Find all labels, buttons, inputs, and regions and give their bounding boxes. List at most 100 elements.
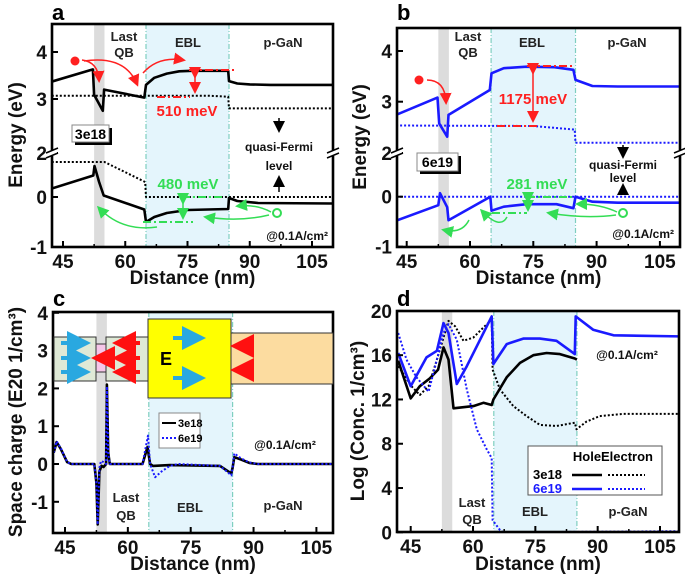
hole-arrow-icon <box>441 219 470 238</box>
y-tick-label: 20 <box>371 302 392 323</box>
sample-box <box>71 124 110 143</box>
region-label-last: Last <box>455 29 482 44</box>
current-density-label: @0.1A/cm² <box>254 438 316 452</box>
hole-arrow-icon <box>575 198 618 213</box>
y-axis-label: Log (Conc. 1/cm³) <box>348 341 369 501</box>
axis-break-gap <box>675 150 685 156</box>
x-tick-label: 90 <box>239 252 260 273</box>
plot-frame <box>395 26 682 249</box>
region-label-qb: QB <box>114 45 134 60</box>
field-block-pgan <box>230 332 334 385</box>
plot-frame <box>51 310 335 535</box>
legend-header-electron: Electron <box>601 449 653 464</box>
quasi-fermi-label: quasi-Fermi <box>589 158 657 172</box>
legend-label: 6e19 <box>178 433 202 445</box>
hole-arrow-icon <box>546 208 617 221</box>
y-tick-label: 4 <box>36 43 47 64</box>
axis-break-icon <box>390 152 404 159</box>
y-tick-label: 0 <box>37 455 48 476</box>
quantum-well-band <box>96 312 107 533</box>
x-tick-label: 60 <box>459 252 480 273</box>
panel-b-annotations: b Last QB EBL p-GaN 1175 meV 6e19 quasi-… <box>397 0 674 241</box>
plot-frame <box>50 22 335 249</box>
legend-box <box>158 412 201 449</box>
field-label: E <box>160 349 172 369</box>
region-label-qb: QB <box>116 508 136 523</box>
cb-barrier-label: 1175 meV <box>499 91 567 108</box>
y-tick-label: 12 <box>371 390 392 411</box>
legend: 3e18 6e19 <box>158 412 202 449</box>
electron-arrow-icon <box>142 52 186 74</box>
x-axis-label: Distance (nm) <box>130 554 256 575</box>
x-tick-label: 90 <box>587 537 608 558</box>
x-tick-label: 45 <box>54 538 76 559</box>
x-tick-label: 75 <box>523 252 545 273</box>
y-axis-label: Energy (eV) <box>6 82 27 188</box>
series-line <box>397 65 680 138</box>
panel-a: 45 60 75 90 105 -1 0 2 3 4 Distance (nm) Energy (eV… <box>6 22 340 289</box>
axis-break-icon <box>326 152 340 159</box>
series-line-6e19-hole <box>397 315 679 388</box>
axis-break-icon <box>673 152 685 159</box>
x-tick-label: 75 <box>180 538 202 559</box>
electron-arrow-icon <box>426 79 452 105</box>
series-line-6e19 <box>53 385 333 526</box>
quantum-well-band <box>438 28 449 247</box>
field-schematic-inset: E <box>53 318 334 399</box>
axis-break-icon <box>326 147 340 154</box>
current-density-label: @0.1A/cm² <box>596 348 658 362</box>
axis-break-icon <box>45 152 59 159</box>
region-label-last: Last <box>111 29 138 44</box>
plot-area <box>397 28 680 247</box>
axis-break-icon <box>390 147 404 154</box>
series-line <box>52 94 333 110</box>
region-label-ebl: EBL <box>522 504 548 519</box>
sample-label: 6e19 <box>422 154 453 170</box>
legend-label: 3e18 <box>178 418 202 430</box>
series-line <box>52 164 333 224</box>
quasi-fermi-label-2: level <box>266 159 293 173</box>
hole-circle-icon <box>272 208 282 218</box>
y-axis-label: Space charge (E20 1/cm³) <box>6 307 27 537</box>
y-tick-label: 16 <box>371 346 392 367</box>
region-label-qb: QB <box>458 45 478 60</box>
current-density-label: @0.1A/cm² <box>266 229 328 243</box>
panel-letter-c: c <box>53 286 65 311</box>
region-label-pgan: p-GaN <box>264 35 303 50</box>
y-tick-label: 0 <box>381 188 392 209</box>
panel-letter-d: d <box>397 286 410 311</box>
x-tick-label: 105 <box>644 252 676 273</box>
y-tick-label: 0 <box>36 188 47 209</box>
legend-row-label: 3e18 <box>533 467 562 482</box>
y-axis-label: Energy (eV) <box>350 84 371 190</box>
hole-arrow-icon <box>203 212 270 225</box>
x-tick-label: 45 <box>52 252 74 273</box>
y-tick-label: 4 <box>381 479 392 500</box>
region-label-qb: QB <box>462 512 482 527</box>
panel-letter-b: b <box>397 0 410 25</box>
panel-d: 45 60 75 90 105 0 4 8 12 16 20 Distance (nm) Log (Co… <box>348 302 681 575</box>
y-tick-label: 2 <box>381 144 392 165</box>
vb-barrier-label: 480 meV <box>158 176 219 193</box>
cb-barrier-label: 510 meV <box>157 103 218 120</box>
ebl-region <box>491 28 576 247</box>
hole-arrow-icon <box>96 205 158 229</box>
y-tick-label: -1 <box>375 238 392 259</box>
axis-break-icon <box>673 147 685 154</box>
x-tick-label: 60 <box>117 538 138 559</box>
electron-arrow-icon <box>83 59 140 87</box>
region-label-pgan: p-GaN <box>264 498 303 513</box>
panel-d-annotations: d @0.1A/cm² Hole Electron 3e18 6e19 Last… <box>397 286 663 527</box>
hole-arrow-icon <box>235 199 272 213</box>
current-density-label: @0.1A/cm² <box>612 227 674 241</box>
y-tick-label: 0 <box>381 523 392 544</box>
x-tick-label: 105 <box>296 252 328 273</box>
x-tick-label: 105 <box>301 538 333 559</box>
legend-row-label: 6e19 <box>533 481 562 496</box>
region-label-last: Last <box>459 495 486 510</box>
y-tick-label: 2 <box>37 379 48 400</box>
x-tick-label: 105 <box>644 537 676 558</box>
electron-dot-icon <box>414 75 424 85</box>
sample-label: 3e18 <box>75 126 106 142</box>
